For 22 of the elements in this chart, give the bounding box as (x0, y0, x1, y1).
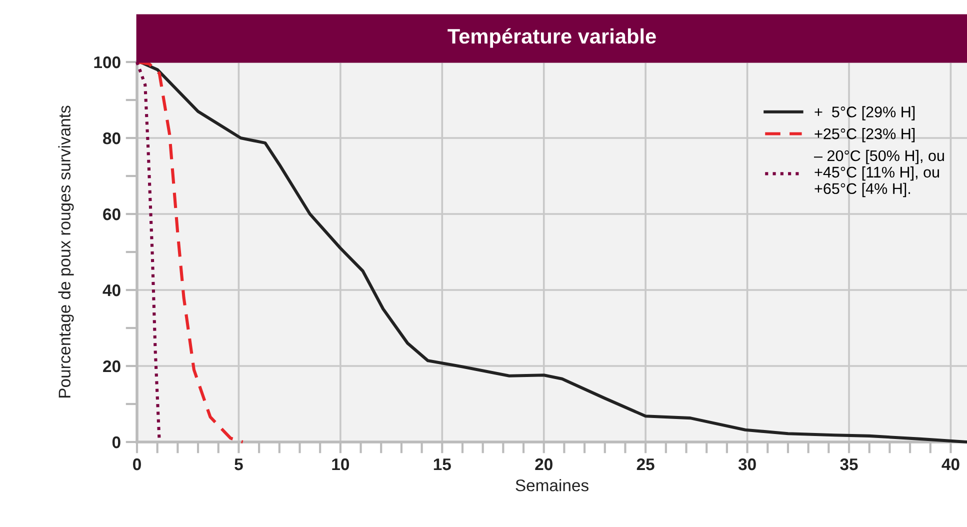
x-tick-label: 35 (840, 458, 858, 470)
x-axis-title: Semaines (516, 479, 588, 492)
y-tick-label: 100 (94, 56, 120, 68)
legend-label: +25°C [23% H] (814, 128, 915, 142)
y-tick-label: 0 (112, 436, 120, 448)
legend-label: – 20°C [50% H], ou +45°C [11% H], ou +65°C [4% H]. (814, 150, 944, 198)
y-tick-label: 20 (103, 360, 120, 372)
x-tick-label: 10 (332, 458, 350, 470)
line-series (138, 60, 967, 444)
chart-title: Température variable (448, 28, 656, 48)
y-tick-label: 60 (103, 208, 120, 220)
legend-label: + 5°C [29% H] (814, 106, 915, 120)
y-tick-label: 40 (102, 284, 120, 296)
x-tick-label: 5 (234, 458, 243, 470)
x-tick-label: 0 (133, 458, 141, 470)
x-tick-label: 30 (738, 458, 756, 470)
x-tick-label: 20 (535, 458, 552, 470)
x-tick-label: 40 (942, 458, 960, 470)
x-tick-label: 25 (636, 458, 654, 470)
y-axis-title: Pourcentage de poux rouges survivants (58, 106, 74, 398)
y-tick-label: 80 (103, 132, 120, 144)
x-tick-label: 15 (434, 458, 451, 470)
